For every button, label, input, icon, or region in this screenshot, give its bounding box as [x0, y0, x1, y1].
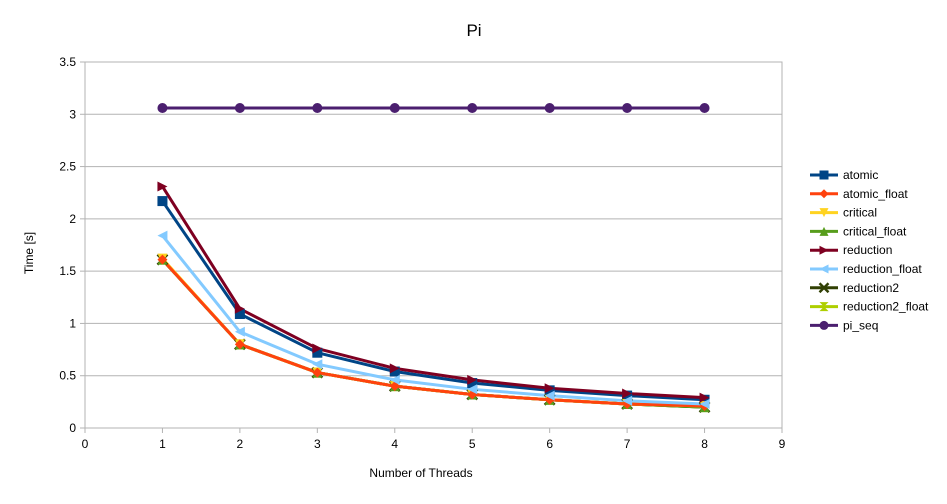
data-point-reduction-float — [312, 359, 323, 370]
y-tick-label: 2 — [69, 212, 76, 226]
series-line-atomic — [161, 200, 705, 402]
data-point-atomic-float — [234, 339, 245, 350]
y-tick-label: 2.5 — [59, 160, 76, 174]
plot-frame — [84, 61, 783, 429]
data-point-reduction — [312, 343, 323, 354]
legend-item-atomic-float: atomic_float — [810, 187, 908, 201]
data-point-pi-seq — [312, 103, 323, 114]
legend-swatch-marker — [819, 208, 829, 218]
legend: atomic atomic_float critical critical_float… — [810, 168, 929, 332]
data-point-pi-seq — [467, 103, 478, 114]
y-tick-label: 3.5 — [59, 55, 76, 69]
chart-labels: Pi Number of Threads Time [s] — [22, 21, 482, 480]
x-tick-label: 7 — [624, 437, 631, 451]
series-markers — [156, 103, 711, 413]
data-point-reduction — [389, 363, 400, 374]
legend-label: reduction2 — [843, 281, 899, 295]
data-point-reduction-float — [157, 230, 168, 241]
data-point-atomic — [234, 309, 245, 320]
legend-label: critical_float — [843, 224, 907, 238]
x-tick-label: 8 — [701, 437, 708, 451]
y-tick-label: 0 — [69, 421, 76, 435]
data-point-reduction-float — [234, 326, 245, 337]
data-point-pi-seq — [622, 103, 633, 114]
data-point-pi-seq — [234, 103, 245, 114]
legend-label: pi_seq — [843, 318, 878, 332]
data-point-atomic-float — [389, 381, 400, 392]
data-point-reduction — [157, 181, 168, 192]
data-point-reduction-float — [544, 390, 555, 401]
data-point-reduction — [544, 383, 555, 394]
data-point-reduction-float — [699, 398, 710, 409]
data-point-pi-seq — [544, 103, 555, 114]
series-lines — [161, 106, 705, 409]
data-point-atomic — [467, 378, 478, 389]
x-tick-label: 2 — [237, 437, 244, 451]
x-tick-label: 0 — [82, 437, 89, 451]
x-tick-label: 9 — [779, 437, 786, 451]
axes: 0 0.5 1 1.5 2 2.5 3 3.5 0 1 2 3 4 5 6 7 8 9 — [59, 55, 785, 451]
legend-label: atomic_float — [843, 187, 908, 201]
data-point-reduction — [234, 303, 245, 314]
legend-item-critical-float: critical_float — [810, 224, 907, 238]
legend-label: atomic — [843, 168, 878, 182]
legend-label: reduction_float — [843, 262, 922, 276]
legend-swatch-marker — [819, 264, 829, 274]
legend-label: reduction2_float — [843, 300, 929, 314]
data-point-reduction-float — [389, 374, 400, 385]
legend-item-atomic: atomic — [810, 168, 878, 182]
y-tick-label: 1.5 — [59, 264, 76, 278]
x-tick-label: 4 — [391, 437, 398, 451]
data-point-pi-seq — [157, 103, 168, 114]
data-point-pi-seq — [389, 103, 400, 114]
legend-swatch-marker — [819, 302, 829, 312]
legend-swatch-marker — [818, 282, 830, 294]
legend-swatch-marker — [819, 226, 829, 236]
legend-item-reduction: reduction — [810, 243, 892, 257]
data-point-reduction-float — [622, 395, 633, 406]
gridlines — [85, 61, 782, 429]
data-point-atomic-float — [312, 367, 323, 378]
legend-label: critical — [843, 206, 877, 220]
legend-label: reduction — [843, 243, 892, 257]
data-point-reduction-float — [467, 384, 478, 395]
data-point-atomic — [389, 366, 400, 377]
data-point-reduction — [467, 374, 478, 385]
data-point-reduction — [622, 388, 633, 399]
data-point-pi-seq — [699, 103, 710, 114]
x-axis-title: Number of Threads — [369, 466, 472, 480]
y-axis-title: Time [s] — [22, 232, 36, 274]
x-tick-label: 5 — [469, 437, 476, 451]
series-line-reduction — [161, 185, 705, 400]
x-tick-label: 6 — [546, 437, 553, 451]
legend-swatch-marker — [819, 320, 829, 330]
data-point-atomic — [157, 196, 168, 207]
data-point-atomic-float — [157, 254, 168, 265]
y-tick-label: 1 — [69, 316, 76, 330]
y-tick-label: 3 — [69, 107, 76, 121]
y-tick-label: 0.5 — [59, 369, 76, 383]
legend-swatch-marker — [819, 170, 829, 180]
legend-swatch-marker — [819, 245, 829, 255]
legend-item-pi-seq: pi_seq — [810, 318, 878, 332]
data-point-atomic — [312, 347, 323, 358]
x-tick-label: 1 — [159, 437, 166, 451]
x-tick-label: 3 — [314, 437, 321, 451]
legend-item-reduction2-float: reduction2_float — [810, 300, 929, 314]
chart-title: Pi — [466, 21, 481, 40]
data-point-reduction — [699, 392, 710, 403]
legend-swatch-marker — [819, 189, 829, 199]
series-line-reduction-float — [161, 234, 705, 406]
legend-item-critical: critical — [810, 206, 877, 220]
legend-item-reduction2: reduction2 — [810, 281, 899, 295]
series-line-atomic-float — [161, 258, 705, 408]
legend-item-reduction-float: reduction_float — [810, 262, 922, 276]
